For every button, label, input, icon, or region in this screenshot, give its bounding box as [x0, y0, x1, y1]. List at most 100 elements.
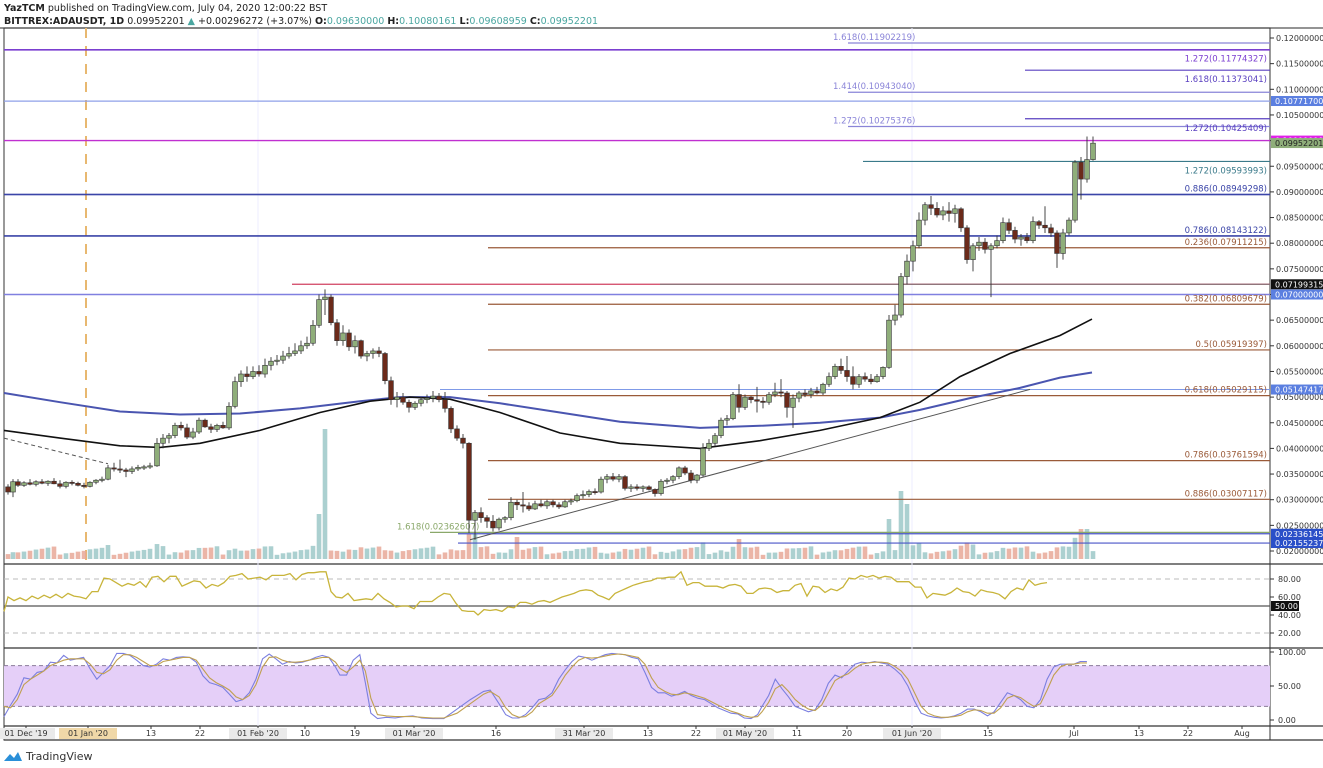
svg-text:11: 11	[792, 729, 802, 738]
svg-text:01 Jan '20: 01 Jan '20	[68, 729, 108, 738]
svg-text:0.11500000: 0.11500000	[1276, 60, 1323, 69]
svg-text:1.414(0.10943040): 1.414(0.10943040)	[833, 82, 915, 92]
svg-text:22: 22	[691, 729, 701, 738]
published-text: published on TradingView.com, July 04, 2…	[47, 3, 328, 14]
svg-text:Aug: Aug	[1234, 729, 1250, 738]
svg-text:1.272(0.09593993): 1.272(0.09593993)	[1185, 166, 1267, 176]
svg-text:20: 20	[842, 729, 852, 738]
svg-text:1.618(0.02362607): 1.618(0.02362607)	[397, 522, 479, 532]
svg-text:1.272(0.10275376): 1.272(0.10275376)	[833, 116, 915, 126]
svg-text:0.618(0.05029115): 0.618(0.05029115)	[1185, 386, 1267, 396]
close-label: C:	[529, 16, 541, 27]
svg-text:0.07500000: 0.07500000	[1276, 265, 1323, 274]
svg-text:15: 15	[983, 729, 993, 738]
svg-text:22: 22	[1183, 729, 1193, 738]
svg-text:0.12000000: 0.12000000	[1276, 34, 1323, 43]
svg-text:10: 10	[300, 729, 310, 738]
svg-text:80.00: 80.00	[1278, 575, 1301, 584]
svg-text:0.02155237: 0.02155237	[1275, 539, 1323, 548]
svg-text:0.886(0.08949298): 0.886(0.08949298)	[1185, 185, 1267, 195]
svg-text:60.00: 60.00	[1278, 593, 1301, 602]
svg-text:0.05147417: 0.05147417	[1275, 386, 1323, 395]
svg-text:13: 13	[1134, 729, 1144, 738]
last-price: 0.09952201	[127, 16, 185, 27]
svg-text:01 Feb '20: 01 Feb '20	[237, 729, 279, 738]
symbol-label[interactable]: BITTREX:ADAUSDT, 1D	[4, 16, 125, 27]
svg-text:13: 13	[146, 729, 156, 738]
svg-text:1.272(0.11774327): 1.272(0.11774327)	[1185, 55, 1267, 65]
candles	[5, 136, 1096, 540]
svg-text:0.05000000: 0.05000000	[1276, 393, 1323, 402]
svg-text:0.11000000: 0.11000000	[1276, 85, 1323, 94]
svg-text:01 Jun '20: 01 Jun '20	[892, 729, 932, 738]
price-change: +0.00296272 (+3.07%)	[198, 16, 312, 27]
svg-text:0.382(0.06809679): 0.382(0.06809679)	[1185, 294, 1267, 304]
svg-text:0.07199315: 0.07199315	[1275, 280, 1323, 289]
svg-text:31 Mar '20: 31 Mar '20	[563, 729, 606, 738]
time-axis: 01 Dec '19 01 Jan '20 13 22 01 Feb '20 10 19 01…	[0, 726, 1250, 739]
svg-text:0.07000000: 0.07000000	[1275, 291, 1323, 300]
svg-text:0.09000000: 0.09000000	[1276, 188, 1323, 197]
open-value: 0.09630000	[326, 16, 385, 27]
svg-text:0.04000000: 0.04000000	[1276, 444, 1323, 453]
close-value: 0.09952201	[540, 16, 599, 27]
svg-text:0.886(0.03007117): 0.886(0.03007117)	[1185, 489, 1267, 499]
svg-text:01 May '20: 01 May '20	[723, 729, 767, 738]
svg-text:0.06000000: 0.06000000	[1276, 342, 1323, 351]
svg-text:0.08000000: 0.08000000	[1276, 239, 1323, 248]
svg-text:50.00: 50.00	[1278, 682, 1301, 691]
svg-text:0.02000000: 0.02000000	[1276, 547, 1323, 556]
fib-levels: 1.618(0.11902219) 1.272(0.11774327) 1.618(…	[4, 33, 1270, 533]
ma200-line	[3, 371, 1093, 429]
chart-header: YazTCM published on TradingView.com, Jul…	[4, 2, 598, 28]
svg-text:1.618(0.11373041): 1.618(0.11373041)	[1185, 75, 1267, 85]
svg-text:0.10500000: 0.10500000	[1276, 111, 1323, 120]
svg-text:20.00: 20.00	[1278, 629, 1301, 638]
svg-text:01 Dec '19: 01 Dec '19	[4, 729, 47, 738]
svg-text:0.10771700: 0.10771700	[1275, 97, 1323, 106]
svg-text:01 Mar '20: 01 Mar '20	[393, 729, 436, 738]
svg-text:0.236(0.07911215): 0.236(0.07911215)	[1185, 238, 1267, 248]
tradingview-logo-icon	[4, 752, 22, 761]
svg-text:1.272(0.10425409): 1.272(0.10425409)	[1185, 124, 1267, 134]
svg-text:0.02500000: 0.02500000	[1276, 521, 1323, 530]
rsi-line	[3, 570, 1048, 616]
svg-text:0.06500000: 0.06500000	[1276, 316, 1323, 325]
svg-text:0.03500000: 0.03500000	[1276, 470, 1323, 479]
svg-text:0.09952201: 0.09952201	[1275, 139, 1323, 148]
svg-text:19: 19	[350, 729, 360, 738]
publisher-name[interactable]: YazTCM	[4, 3, 45, 14]
brand-name: TradingView	[26, 750, 93, 763]
stoch-d-line	[3, 653, 1087, 719]
svg-text:0.05500000: 0.05500000	[1276, 367, 1323, 376]
svg-text:0.02336145: 0.02336145	[1275, 530, 1323, 539]
low-label: L:	[459, 16, 470, 27]
svg-text:100.00: 100.00	[1278, 648, 1306, 657]
svg-text:0.04500000: 0.04500000	[1276, 419, 1323, 428]
svg-text:0.08500000: 0.08500000	[1276, 214, 1323, 223]
svg-text:40.00: 40.00	[1278, 611, 1301, 620]
svg-text:13: 13	[643, 729, 653, 738]
svg-text:0.5(0.05919397): 0.5(0.05919397)	[1195, 340, 1267, 350]
open-label: O:	[314, 16, 327, 27]
svg-text:Jul: Jul	[1068, 729, 1079, 738]
low-value: 0.09608959	[469, 16, 527, 27]
svg-text:22: 22	[195, 729, 205, 738]
svg-text:0.786(0.08143122): 0.786(0.08143122)	[1185, 226, 1267, 236]
svg-text:0.786(0.03761594): 0.786(0.03761594)	[1185, 451, 1267, 461]
volume-bars	[5, 429, 1096, 559]
up-arrow-icon: ▲	[187, 16, 195, 27]
price-axis: 0.12000000 0.11500000 0.11000000 0.10500000…	[1270, 34, 1323, 556]
svg-text:0.00: 0.00	[1278, 716, 1296, 725]
stoch-k-line	[3, 652, 1087, 720]
svg-text:1.618(0.11902219): 1.618(0.11902219)	[833, 33, 915, 43]
svg-text:16: 16	[491, 729, 501, 738]
svg-text:50.00: 50.00	[1275, 602, 1298, 611]
svg-text:0.09500000: 0.09500000	[1276, 162, 1323, 171]
svg-text:0.03000000: 0.03000000	[1276, 496, 1323, 505]
high-value: 0.10080161	[399, 16, 457, 27]
ma100-line	[3, 318, 1093, 450]
tradingview-logo[interactable]: TradingView	[4, 750, 92, 763]
high-label: H:	[387, 16, 400, 27]
